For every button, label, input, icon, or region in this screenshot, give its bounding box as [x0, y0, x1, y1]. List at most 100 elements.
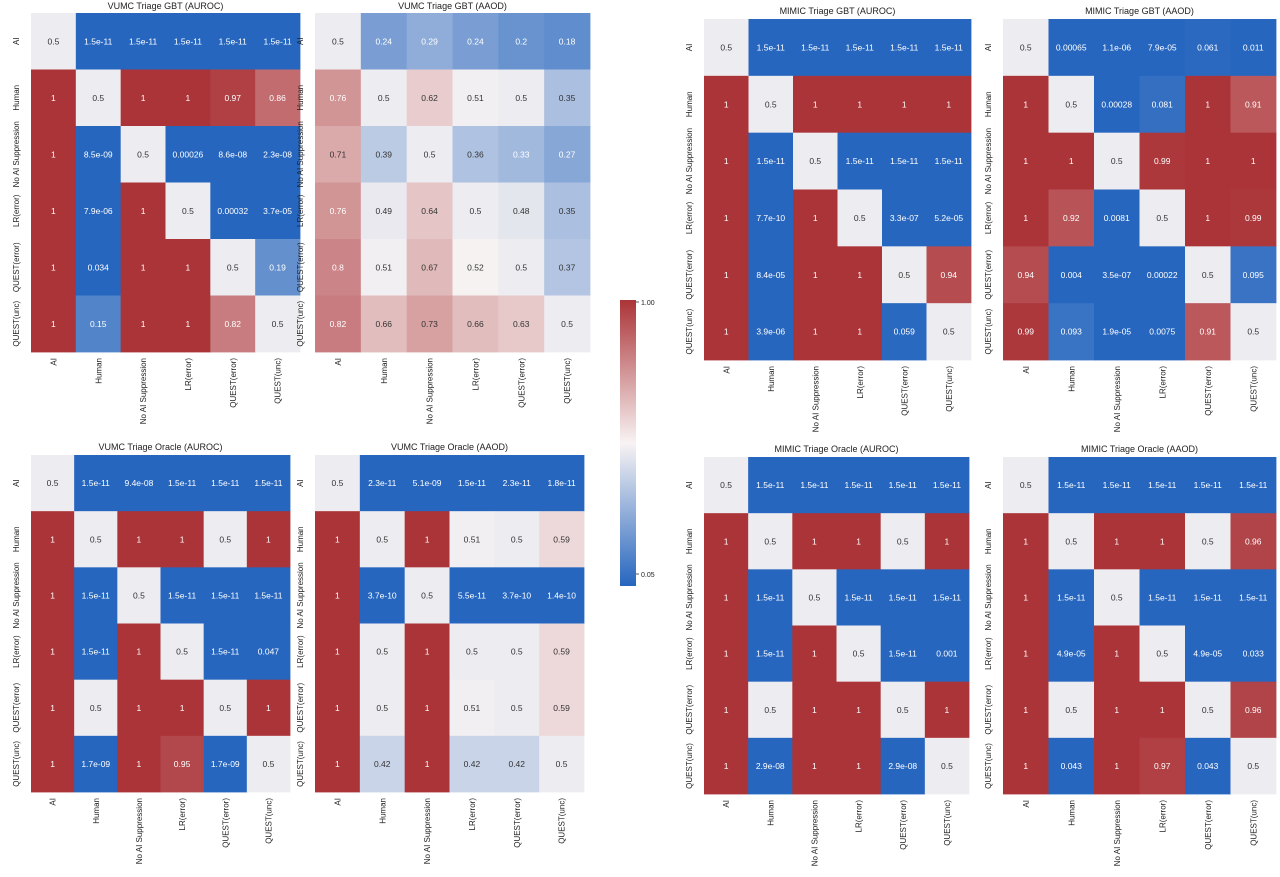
panel-title: MIMIC Triage GBT (AUROC) — [780, 6, 896, 16]
cell-label: 1 — [180, 534, 185, 544]
heatmap-cell — [837, 246, 883, 304]
heatmap-cell — [449, 623, 495, 681]
cell-label: 0.5 — [765, 99, 777, 109]
cell-label: 1 — [945, 536, 950, 546]
cell-label: 0.5 — [1020, 42, 1032, 52]
heatmap-cell — [315, 126, 362, 183]
heatmap-cell — [1003, 19, 1049, 77]
heatmap-cell — [539, 567, 585, 624]
heatmap-panel-4: MIMIC Triage GBT (AAOD) 0.5 0.00065 1.1e-06… — [984, 6, 1277, 432]
cell-label: 0.36 — [467, 149, 484, 159]
cell-label: 1 — [335, 647, 340, 657]
cell-label: 1 — [1205, 213, 1210, 223]
heatmap-cell — [880, 681, 926, 739]
heatmap-cell — [494, 679, 540, 737]
heatmap-cell — [792, 457, 837, 514]
cell-label: 0.5 — [137, 149, 149, 159]
cell-label: 0.37 — [559, 262, 576, 272]
heatmap-cell — [31, 735, 75, 793]
heatmap-cell — [255, 182, 301, 240]
cell-label: 0.91 — [1199, 327, 1216, 337]
heatmap-cell — [882, 19, 927, 77]
y-tick-label: No AI Suppression — [12, 562, 21, 628]
x-tick-label: QUEST(error) — [899, 800, 908, 850]
cell-label: 1.5e-11 — [174, 36, 202, 46]
heatmap-cell — [203, 511, 248, 568]
cell-label: 1.5e-11 — [1103, 480, 1131, 490]
heatmap-cell — [165, 239, 211, 296]
heatmap-cell — [315, 69, 362, 127]
y-tick-label: QUEST(error) — [685, 685, 694, 735]
heatmap-cell — [498, 239, 545, 296]
cell-label: 1 — [51, 262, 56, 272]
heatmap-cell — [1230, 189, 1277, 247]
heatmap-cell — [792, 625, 837, 683]
heatmap-cell — [75, 182, 122, 240]
heatmap-panel-3: MIMIC Triage GBT (AUROC) 0.5 1.5e-11 1.5e-1… — [685, 6, 972, 432]
cell-label: 0.5 — [133, 590, 145, 600]
heatmap-cell — [1185, 625, 1231, 683]
heatmap-cell — [539, 679, 585, 737]
heatmap-cell — [75, 13, 122, 70]
cell-label: 1.5e-11 — [168, 590, 196, 600]
heatmap-cell — [1139, 625, 1186, 683]
heatmap-cell — [1048, 246, 1095, 304]
x-tick-label: Human — [92, 798, 101, 824]
y-tick-label: QUEST(unc) — [12, 741, 21, 787]
heatmap-panel-2: VUMC Triage GBT (AAOD) 0.5 0.24 0.29 0.24 0.2… — [296, 1, 591, 424]
heatmap-cell — [704, 246, 749, 304]
heatmap-cell — [880, 737, 926, 795]
cell-label: 0.42 — [508, 759, 525, 769]
cell-label: 1 — [724, 592, 729, 602]
heatmap-cell — [1094, 681, 1140, 739]
cell-label: 1 — [1023, 213, 1028, 223]
heatmap-cell — [704, 681, 749, 739]
cell-label: 0.5 — [332, 478, 344, 488]
cell-label: 0.5 — [1156, 213, 1168, 223]
heatmap-cell — [793, 303, 838, 361]
cell-label: 1 — [1069, 156, 1074, 166]
cell-label: 0.095 — [1243, 270, 1265, 280]
y-tick-label: QUEST(error) — [296, 683, 305, 733]
heatmap-cell — [75, 69, 122, 127]
cell-label: 1 — [724, 270, 729, 280]
cell-label: 0.73 — [421, 319, 438, 329]
heatmap-cell — [1139, 246, 1186, 304]
cell-label: 2.3e-11 — [503, 478, 531, 488]
cell-label: 1 — [812, 705, 817, 715]
cell-label: 1.5e-11 — [844, 592, 872, 602]
y-tick-label: LR(error) — [685, 201, 694, 234]
heatmap-cell — [544, 69, 591, 127]
cell-label: 1 — [902, 99, 907, 109]
heatmap-cell — [924, 569, 970, 626]
heatmap-cell — [117, 511, 161, 568]
cell-label: 0.5 — [1156, 649, 1168, 659]
cell-label: 0.00028 — [1101, 99, 1132, 109]
cell-label: 0.00032 — [217, 206, 248, 216]
heatmap-cell — [1048, 132, 1095, 190]
cell-label: 1 — [335, 759, 340, 769]
cell-label: 4.9e-05 — [1193, 649, 1222, 659]
heatmap-cell — [160, 735, 205, 793]
heatmap-cell — [360, 182, 408, 240]
cell-label: 1 — [51, 93, 56, 103]
cell-label: 0.52 — [467, 262, 484, 272]
y-tick-label: QUEST(error) — [685, 250, 694, 300]
cell-label: 0.5 — [515, 262, 527, 272]
cell-label: 1 — [51, 149, 56, 159]
cell-label: 1 — [946, 99, 951, 109]
heatmap-cell — [117, 623, 161, 681]
heatmap-cell — [544, 13, 591, 70]
heatmap-cell — [498, 295, 545, 353]
heatmap-cell — [924, 457, 970, 514]
cell-label: 1.5e-11 — [82, 590, 110, 600]
heatmap-cell — [1230, 569, 1277, 626]
cell-label: 0.0075 — [1149, 327, 1175, 337]
heatmap-cell — [31, 455, 75, 512]
heatmap-cell — [1139, 569, 1186, 626]
cell-label: 0.5 — [720, 480, 732, 490]
cell-label: 1.5e-11 — [935, 156, 963, 166]
heatmap-cell — [160, 455, 205, 512]
heatmap-cell — [1048, 681, 1095, 739]
